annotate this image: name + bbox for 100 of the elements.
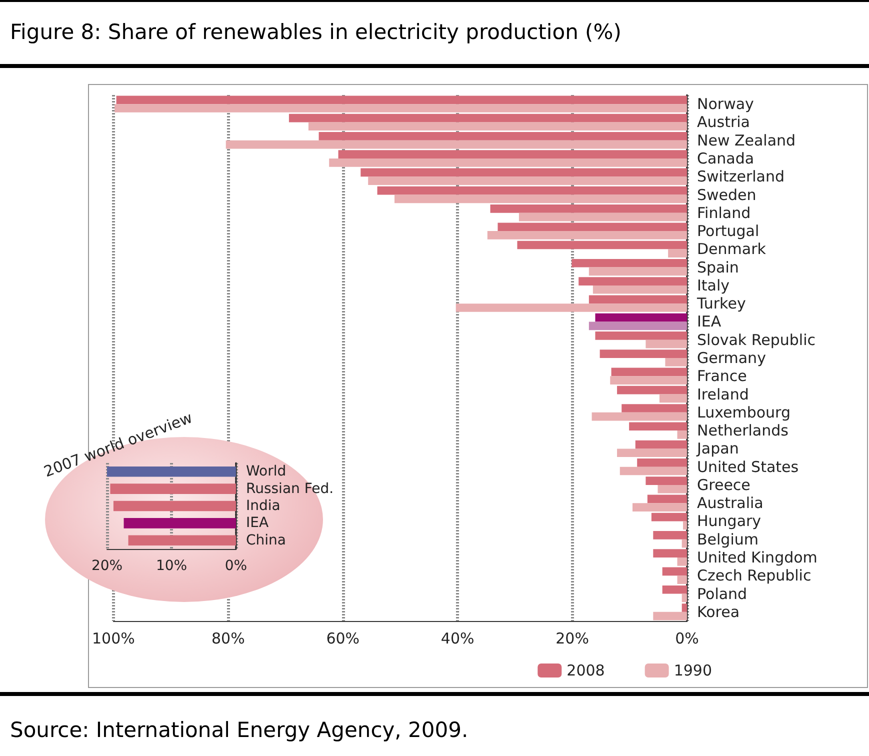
y-tick-label: Czech Republic bbox=[697, 566, 812, 585]
bar bbox=[653, 531, 687, 540]
bar bbox=[113, 500, 236, 512]
y-tick-label: Netherlands bbox=[697, 422, 789, 440]
bar bbox=[646, 476, 687, 485]
y-tick-label: IEA bbox=[246, 515, 269, 532]
bar bbox=[592, 285, 687, 294]
bar bbox=[600, 350, 687, 358]
bar bbox=[595, 332, 687, 340]
y-tick-label: Finland bbox=[697, 204, 751, 222]
y-tick-label: Germany bbox=[697, 349, 766, 367]
bar bbox=[629, 422, 687, 431]
x-tick-label: 100% bbox=[92, 630, 135, 648]
y-tick-label: India bbox=[246, 498, 280, 514]
bar bbox=[635, 440, 687, 449]
y-tick-label: World bbox=[246, 464, 286, 480]
bar bbox=[360, 168, 687, 177]
y-tick-label: Portugal bbox=[697, 222, 760, 240]
bar bbox=[588, 267, 687, 276]
x-tick-label: 20% bbox=[556, 630, 589, 648]
bar bbox=[288, 114, 687, 122]
bar bbox=[107, 466, 236, 477]
y-tick-label: Denmark bbox=[697, 240, 766, 258]
bar bbox=[682, 604, 687, 612]
bar bbox=[651, 512, 687, 522]
legend-label: 1990 bbox=[674, 662, 712, 680]
bar bbox=[662, 585, 687, 594]
y-tick-label: China bbox=[246, 532, 286, 548]
bar bbox=[662, 567, 687, 576]
y-tick-label: France bbox=[697, 367, 747, 386]
bar bbox=[611, 368, 687, 376]
x-tick-label: 80% bbox=[211, 630, 245, 648]
bar bbox=[329, 158, 687, 167]
bar bbox=[653, 612, 687, 620]
y-tick-label: Italy bbox=[697, 276, 730, 294]
bar bbox=[632, 503, 687, 512]
y-tick-label: Canada bbox=[697, 149, 754, 168]
y-tick-label: Norway bbox=[697, 95, 754, 114]
bar bbox=[677, 558, 687, 566]
bar bbox=[517, 240, 687, 250]
bar bbox=[659, 394, 687, 403]
chart-title: Figure 8: Share of renewables in electricity production (%) bbox=[0, 0, 869, 68]
bar bbox=[617, 448, 687, 458]
bar bbox=[338, 150, 687, 158]
y-tick-label: Slovak Republic bbox=[697, 330, 816, 349]
y-tick-label: Luxembourg bbox=[697, 403, 790, 422]
y-tick-label: Belgium bbox=[697, 530, 758, 548]
bar bbox=[110, 484, 236, 494]
bar bbox=[368, 176, 687, 185]
bar bbox=[682, 521, 687, 530]
y-tick-label: New Zealand bbox=[697, 131, 796, 150]
source-note: Source: International Energy Agency, 2009. bbox=[0, 692, 869, 756]
y-tick-label: Hungary bbox=[697, 512, 762, 530]
bar bbox=[677, 576, 687, 584]
bar bbox=[647, 494, 687, 504]
y-tick-label: Japan bbox=[696, 440, 739, 458]
y-tick-label: Ireland bbox=[697, 385, 749, 404]
bar bbox=[677, 430, 687, 439]
bar bbox=[617, 386, 687, 394]
x-tick-label: 10% bbox=[156, 558, 188, 574]
bar bbox=[377, 186, 687, 195]
bar bbox=[588, 322, 687, 330]
x-tick-label: 0% bbox=[224, 558, 248, 574]
y-tick-label: Switzerland bbox=[697, 168, 784, 186]
bar bbox=[318, 132, 687, 140]
bar bbox=[665, 358, 687, 366]
bar bbox=[622, 404, 687, 412]
bar bbox=[518, 212, 687, 222]
x-tick-label: 20% bbox=[91, 558, 123, 574]
x-tick-label: 0% bbox=[675, 630, 699, 648]
y-tick-label: Korea bbox=[697, 602, 740, 621]
bar bbox=[114, 104, 687, 112]
x-tick-label: 40% bbox=[440, 630, 474, 648]
bar bbox=[592, 412, 687, 421]
bar bbox=[658, 484, 687, 494]
bar bbox=[308, 122, 687, 131]
y-tick-label: IEA bbox=[697, 312, 722, 331]
bar bbox=[456, 304, 687, 312]
y-tick-label: Austria bbox=[697, 113, 750, 132]
bar bbox=[637, 458, 687, 467]
bar bbox=[487, 231, 687, 240]
bar bbox=[620, 466, 687, 476]
bar bbox=[588, 295, 687, 304]
bar bbox=[682, 594, 687, 602]
bar bbox=[226, 140, 687, 149]
legend-label: 2008 bbox=[566, 662, 605, 680]
bar bbox=[124, 518, 236, 528]
y-tick-label: Russian Fed. bbox=[246, 480, 334, 497]
bar bbox=[653, 549, 687, 558]
bar bbox=[572, 258, 687, 268]
bar bbox=[682, 539, 687, 548]
y-tick-label: Turkey bbox=[696, 294, 746, 313]
y-tick-label: United States bbox=[697, 458, 799, 476]
bar bbox=[498, 222, 687, 232]
y-tick-label: Australia bbox=[697, 494, 764, 512]
bar bbox=[116, 96, 687, 104]
y-tick-label: Spain bbox=[697, 258, 739, 276]
x-tick-label: 60% bbox=[326, 630, 360, 648]
y-tick-label: United Kingdom bbox=[697, 548, 818, 567]
bar bbox=[394, 194, 687, 204]
